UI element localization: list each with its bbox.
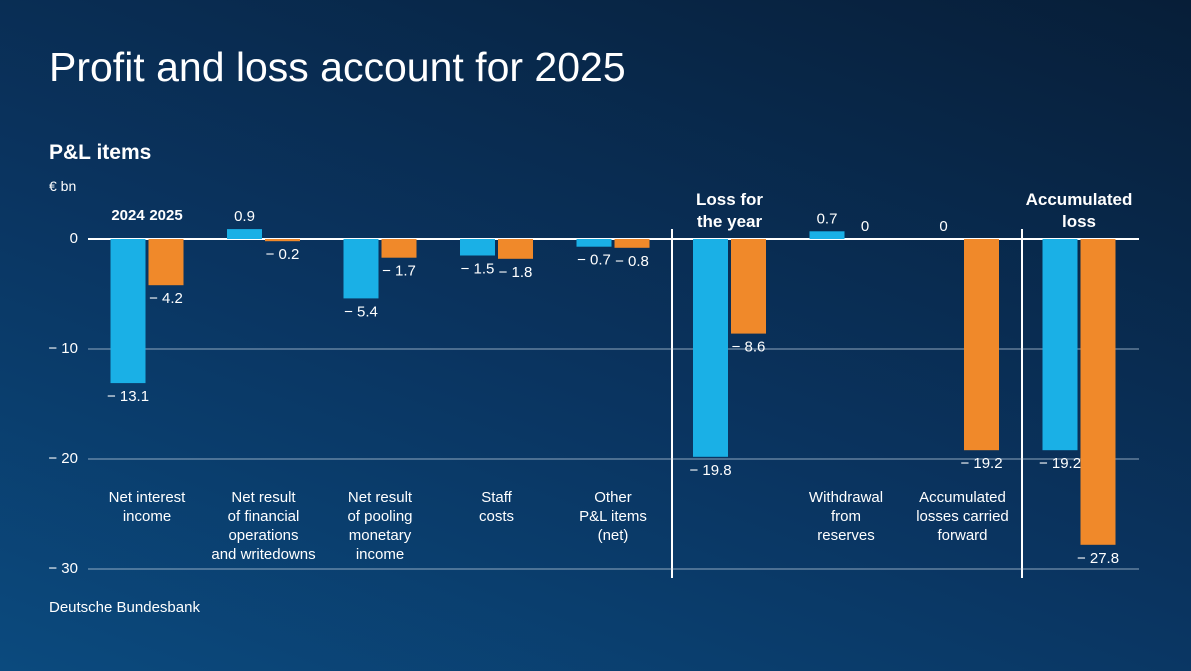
x-tick-label: Other P&L items (net) xyxy=(579,489,647,544)
y-tick-label: − 30 xyxy=(48,560,78,577)
y-tick-label: − 20 xyxy=(48,450,78,467)
chart-subtitle: P&L items xyxy=(49,141,152,164)
x-tick-label: Withdrawal from reserves xyxy=(808,489,884,544)
y-tick-label: 0 xyxy=(70,230,78,247)
value-label: − 13.1 xyxy=(107,388,149,405)
value-label: − 1.5 xyxy=(461,260,495,277)
x-tick-label: Net result of financial operations and w… xyxy=(211,489,316,563)
x-tick-label: Accumulated losses carried forward xyxy=(916,489,1009,544)
bar xyxy=(964,239,999,451)
legend-label: 2024 xyxy=(111,207,145,224)
y-axis-label: € bn xyxy=(49,178,77,194)
bar xyxy=(1042,239,1078,451)
value-label: − 0.8 xyxy=(615,253,649,270)
value-label: − 8.6 xyxy=(732,339,766,356)
x-tick-label: Net result of pooling monetary income xyxy=(347,489,413,563)
value-label: − 0.2 xyxy=(266,246,300,263)
value-label: − 5.4 xyxy=(344,303,378,320)
bar xyxy=(809,231,845,239)
bar xyxy=(576,239,612,247)
value-label: 0.9 xyxy=(234,208,255,225)
value-label: − 27.8 xyxy=(1077,550,1119,567)
x-tick-label: Staff costs xyxy=(478,489,514,525)
bar xyxy=(110,239,146,384)
bar xyxy=(498,239,533,259)
bar xyxy=(693,239,728,457)
x-tick-label: Net interest income xyxy=(108,489,186,525)
value-label: − 19.2 xyxy=(960,455,1002,472)
value-label: 0.7 xyxy=(817,210,838,227)
bar xyxy=(614,239,650,248)
value-label: − 0.7 xyxy=(577,252,611,269)
bar xyxy=(731,239,766,334)
bar xyxy=(227,229,262,239)
value-label: − 19.2 xyxy=(1039,455,1081,472)
value-label: − 1.7 xyxy=(382,263,416,280)
value-label: − 1.8 xyxy=(499,264,533,281)
x-tick-label: Accumulated loss xyxy=(1025,190,1133,231)
value-label: 0 xyxy=(939,218,947,235)
bar xyxy=(343,239,379,299)
source: Deutsche Bundesbank xyxy=(49,599,200,616)
bar xyxy=(460,239,495,256)
legend-label: 2025 xyxy=(149,207,182,224)
bar xyxy=(1080,239,1116,545)
chart-title: Profit and loss account for 2025 xyxy=(49,44,626,90)
x-tick-label: Loss for the year xyxy=(695,190,764,231)
value-label: − 19.8 xyxy=(689,462,731,479)
value-label: − 4.2 xyxy=(149,290,183,307)
bar xyxy=(265,239,300,242)
bar xyxy=(148,239,184,286)
value-label: 0 xyxy=(861,218,869,235)
y-tick-label: − 10 xyxy=(48,340,78,357)
bar xyxy=(381,239,417,258)
